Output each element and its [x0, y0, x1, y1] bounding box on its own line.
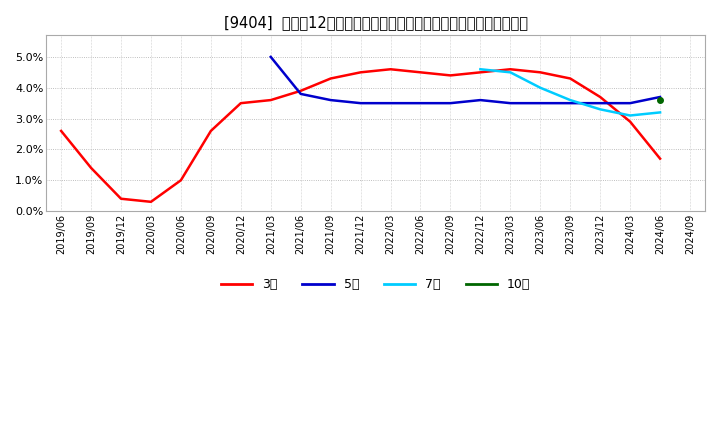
Title: [9404]  売上高12か月移動合計の対前年同期増減率の標準偏差の推移: [9404] 売上高12か月移動合計の対前年同期増減率の標準偏差の推移 [224, 15, 528, 30]
Legend: 3年, 5年, 7年, 10年: 3年, 5年, 7年, 10年 [216, 273, 536, 296]
